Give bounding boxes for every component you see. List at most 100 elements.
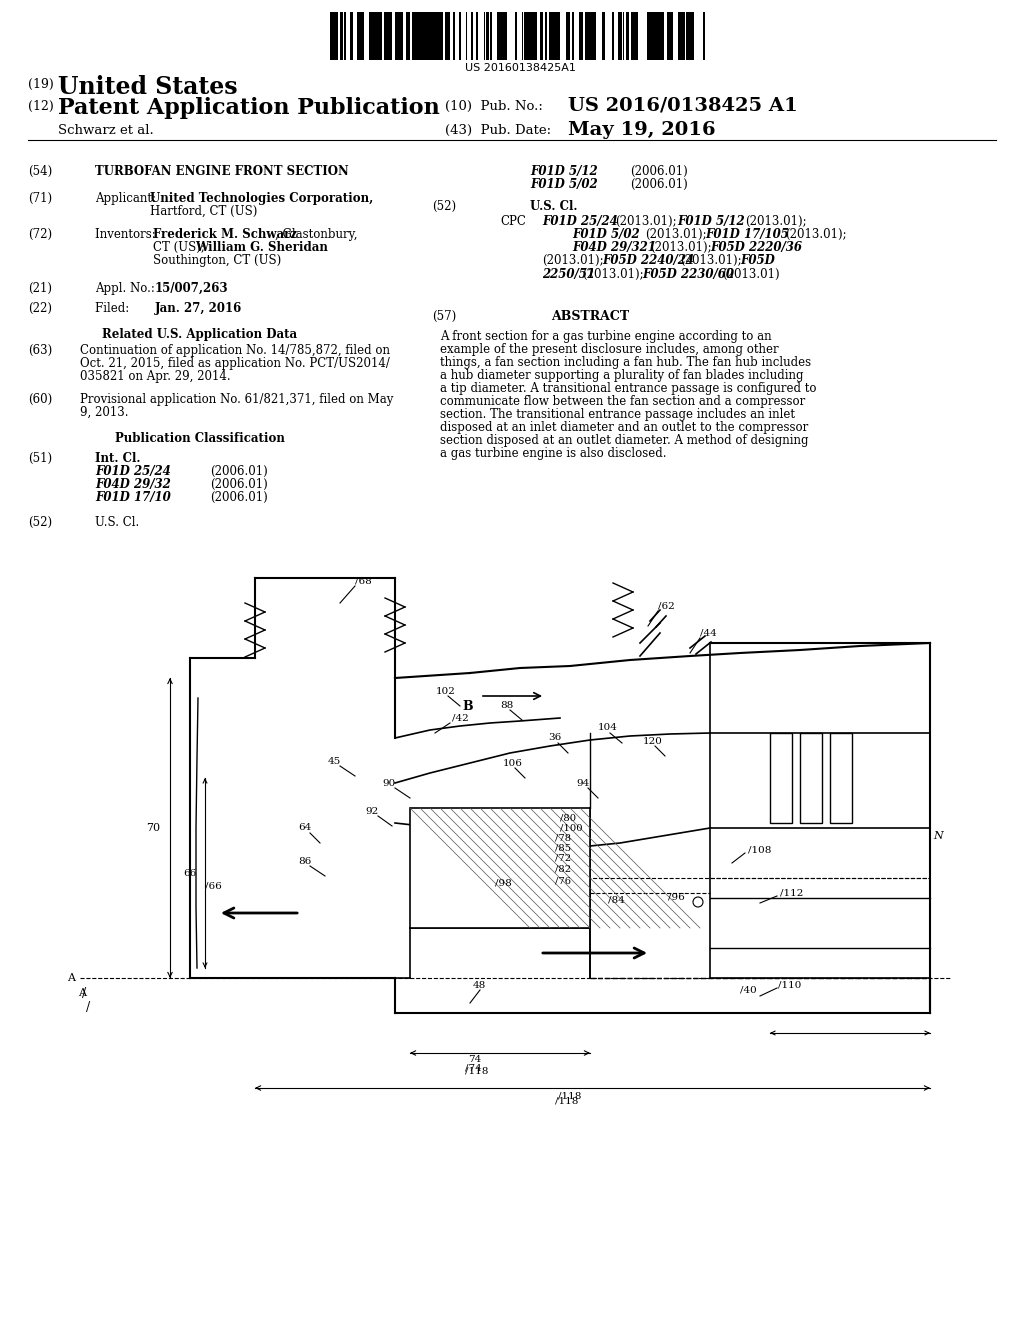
Text: /110: /110 — [778, 981, 802, 990]
Bar — [678, 12, 682, 59]
Text: Frederick M. Schwarz: Frederick M. Schwarz — [153, 228, 297, 242]
Bar — [375, 12, 377, 59]
Text: (2013.01);: (2013.01); — [785, 228, 847, 242]
Text: /108: /108 — [748, 846, 771, 854]
Text: 66: 66 — [182, 869, 196, 878]
Text: U.S. Cl.: U.S. Cl. — [95, 516, 139, 529]
Text: 48: 48 — [473, 981, 486, 990]
Text: F01D 5/12: F01D 5/12 — [677, 215, 744, 228]
Bar — [413, 12, 415, 59]
Text: /68: /68 — [355, 577, 372, 586]
Text: (52): (52) — [432, 201, 456, 213]
Text: F01D 25/24: F01D 25/24 — [95, 465, 171, 478]
Text: 74: 74 — [468, 1056, 481, 1064]
Text: /96: /96 — [668, 892, 685, 902]
Text: Oct. 21, 2015, filed as application No. PCT/US2014/: Oct. 21, 2015, filed as application No. … — [80, 356, 390, 370]
Bar — [487, 12, 489, 59]
Text: /85: /85 — [555, 843, 571, 853]
Text: 88: 88 — [500, 701, 513, 710]
Text: /40: /40 — [740, 986, 757, 994]
Text: F04D 29/321: F04D 29/321 — [572, 242, 656, 253]
Bar — [439, 12, 442, 59]
Bar — [502, 12, 505, 59]
Text: Appl. No.:: Appl. No.: — [95, 282, 163, 294]
Text: 86: 86 — [298, 857, 311, 866]
Text: A: A — [78, 987, 86, 998]
Text: /80: /80 — [560, 813, 577, 822]
Bar — [800, 733, 822, 822]
Text: Related U.S. Application Data: Related U.S. Application Data — [102, 327, 298, 341]
Bar — [531, 12, 535, 59]
Text: Continuation of application No. 14/785,872, filed on: Continuation of application No. 14/785,8… — [80, 345, 390, 356]
Bar — [691, 12, 693, 59]
Bar — [579, 12, 582, 59]
Text: 106: 106 — [503, 759, 523, 767]
Text: example of the present disclosure includes, among other: example of the present disclosure includ… — [440, 343, 778, 356]
Text: (10)  Pub. No.:: (10) Pub. No.: — [445, 100, 543, 114]
Text: 9, 2013.: 9, 2013. — [80, 407, 128, 418]
Circle shape — [693, 898, 703, 907]
Text: 102: 102 — [436, 686, 456, 696]
Text: B: B — [462, 700, 473, 713]
Text: Hartford, CT (US): Hartford, CT (US) — [150, 205, 257, 218]
Text: United Technologies Corporation,: United Technologies Corporation, — [150, 191, 374, 205]
Bar — [654, 12, 656, 59]
Bar — [447, 12, 450, 59]
Bar — [80, 578, 961, 1199]
Bar — [554, 12, 556, 59]
Text: A front section for a gas turbine engine according to an: A front section for a gas turbine engine… — [440, 330, 772, 343]
Bar — [350, 12, 352, 59]
Text: F01D 17/105: F01D 17/105 — [705, 228, 788, 242]
Text: Filed:: Filed: — [95, 302, 167, 315]
Text: F01D 17/10: F01D 17/10 — [95, 491, 171, 504]
Bar — [385, 12, 387, 59]
Text: 94: 94 — [575, 779, 589, 788]
Text: a tip diameter. A transitional entrance passage is configured to: a tip diameter. A transitional entrance … — [440, 381, 816, 395]
Bar — [656, 12, 659, 59]
Text: a gas turbine engine is also disclosed.: a gas turbine engine is also disclosed. — [440, 447, 667, 459]
Text: 120: 120 — [643, 737, 663, 746]
Bar — [476, 12, 478, 59]
Text: (2013.01): (2013.01) — [722, 268, 779, 281]
Text: disposed at an inlet diameter and an outlet to the compressor: disposed at an inlet diameter and an out… — [440, 421, 808, 434]
Text: 36: 36 — [548, 734, 561, 742]
Bar — [434, 12, 437, 59]
Text: (72): (72) — [28, 228, 52, 242]
Text: U.S. Cl.: U.S. Cl. — [530, 201, 578, 213]
Text: (19): (19) — [28, 78, 53, 91]
Bar — [424, 12, 427, 59]
Bar — [585, 12, 588, 59]
Text: CT (US);: CT (US); — [153, 242, 209, 253]
Text: a hub diameter supporting a plurality of fan blades including: a hub diameter supporting a plurality of… — [440, 370, 804, 381]
Bar — [471, 12, 473, 59]
Bar — [341, 12, 343, 59]
Text: (51): (51) — [28, 451, 52, 465]
Text: F05D 2230/60: F05D 2230/60 — [642, 268, 734, 281]
Bar — [505, 12, 507, 59]
Text: /118: /118 — [555, 1097, 579, 1106]
Text: (60): (60) — [28, 393, 52, 407]
Text: 035821 on Apr. 29, 2014.: 035821 on Apr. 29, 2014. — [80, 370, 230, 383]
Text: Patent Application Publication: Patent Application Publication — [58, 96, 439, 119]
Text: /62: /62 — [658, 602, 675, 610]
Text: (2006.01): (2006.01) — [210, 491, 267, 504]
Bar — [459, 12, 461, 59]
Text: (43)  Pub. Date:: (43) Pub. Date: — [445, 124, 551, 137]
Bar — [770, 733, 792, 822]
Text: /82: /82 — [555, 865, 571, 874]
Text: 64: 64 — [298, 824, 311, 833]
Text: things, a fan section including a fan hub. The fan hub includes: things, a fan section including a fan hu… — [440, 356, 811, 370]
Bar — [566, 12, 570, 59]
Text: Schwarz et al.: Schwarz et al. — [58, 124, 154, 137]
Bar — [490, 12, 492, 59]
Text: Provisional application No. 61/821,371, filed on May: Provisional application No. 61/821,371, … — [80, 393, 393, 407]
Bar — [498, 12, 502, 59]
Text: Jan. 27, 2016: Jan. 27, 2016 — [155, 302, 243, 315]
Text: F05D 2240/24: F05D 2240/24 — [602, 253, 694, 267]
Bar — [420, 12, 424, 59]
Bar — [635, 12, 638, 59]
Text: /: / — [82, 986, 86, 999]
Text: A: A — [67, 973, 75, 983]
Text: F01D 25/24: F01D 25/24 — [542, 215, 617, 228]
Bar — [618, 12, 622, 59]
